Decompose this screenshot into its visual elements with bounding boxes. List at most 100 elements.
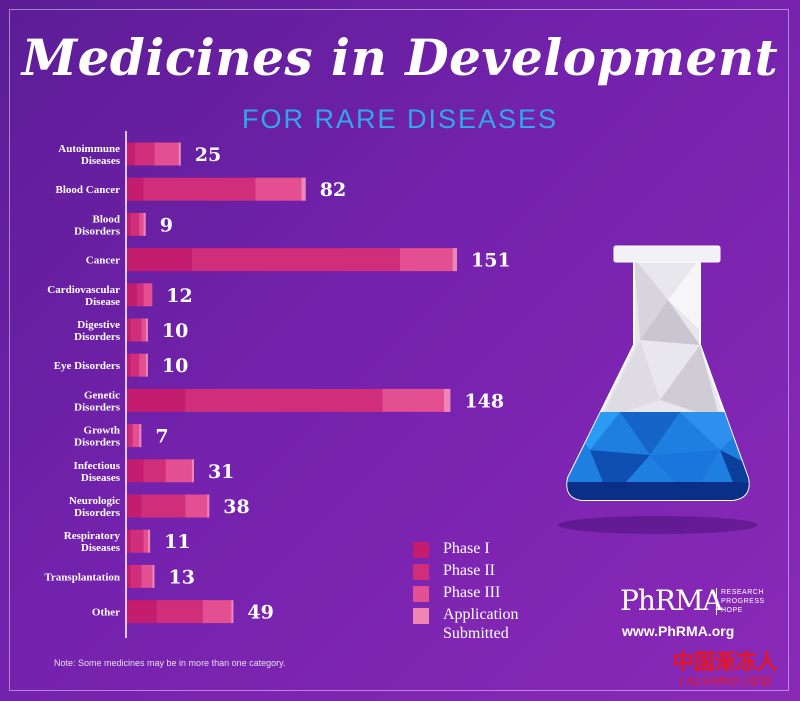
value-label-genetic-disorders: 148 bbox=[464, 390, 504, 412]
bar-transplantation-series-1 bbox=[130, 564, 142, 588]
bar-cardiovascular-disease-series-2 bbox=[143, 283, 153, 307]
website-url: www.PhRMA.org bbox=[622, 623, 735, 639]
bar-infectious-diseases-series-3 bbox=[191, 459, 194, 483]
category-label-respiratory-diseases: Respiratory Diseases bbox=[64, 530, 121, 554]
bar-autoimmune-diseases-series-2 bbox=[154, 142, 179, 166]
bar-cardiovascular-disease-series-0 bbox=[126, 283, 137, 307]
legend-label-0: Phase I bbox=[443, 540, 490, 557]
chart-title: Medicines in Development bbox=[21, 28, 779, 87]
bar-autoimmune-diseases-series-0 bbox=[126, 142, 135, 166]
value-label-growth-disorders: 7 bbox=[155, 426, 168, 448]
bar-genetic-disorders-series-3 bbox=[443, 388, 451, 412]
bar-growth-disorders-series-3 bbox=[139, 424, 142, 448]
value-label-infectious-diseases: 31 bbox=[208, 461, 234, 483]
bar-other-series-0 bbox=[126, 600, 157, 624]
category-label-eye-disorders: Eye Disorders bbox=[54, 360, 121, 372]
bar-eye-disorders-series-3 bbox=[145, 353, 148, 377]
bar-growth-disorders-series-0 bbox=[126, 424, 129, 448]
bar-digestive-disorders-series-1 bbox=[130, 318, 142, 342]
bar-transplantation-series-0 bbox=[126, 564, 131, 588]
category-label-blood-disorders: Blood Disorders bbox=[74, 213, 121, 237]
logo-name: PhRMA bbox=[620, 584, 723, 617]
bar-transplantation-series-3 bbox=[152, 564, 155, 588]
border-frame bbox=[9, 9, 789, 691]
bar-digestive-disorders-series-0 bbox=[126, 318, 131, 342]
bar-neurologic-disorders-series-0 bbox=[126, 494, 142, 518]
bar-blood-disorders-series-1 bbox=[130, 212, 140, 236]
value-label-blood-cancer: 82 bbox=[320, 179, 346, 201]
bar-genetic-disorders-series-1 bbox=[185, 388, 383, 412]
bar-eye-disorders-series-1 bbox=[130, 353, 140, 377]
logo-tagline-2: PROGRESS bbox=[721, 598, 765, 605]
legend-swatch-1 bbox=[413, 564, 429, 580]
category-label-infectious-diseases: Infectious Diseases bbox=[74, 460, 121, 484]
bar-respiratory-diseases-series-1 bbox=[130, 529, 144, 553]
bar-other-series-3 bbox=[231, 600, 234, 624]
category-label-other: Other bbox=[92, 607, 120, 619]
legend-swatch-3 bbox=[413, 608, 429, 624]
bar-genetic-disorders-series-0 bbox=[126, 388, 186, 412]
bar-growth-disorders-series-1 bbox=[128, 424, 133, 448]
bar-other-series-1 bbox=[156, 600, 203, 624]
bar-infectious-diseases-series-2 bbox=[165, 459, 192, 483]
bar-blood-disorders-series-2 bbox=[139, 212, 144, 236]
bar-genetic-disorders-series-2 bbox=[382, 388, 444, 412]
bar-digestive-disorders-series-2 bbox=[141, 318, 146, 342]
bar-blood-cancer-series-2 bbox=[255, 177, 302, 201]
legend-swatch-0 bbox=[413, 542, 429, 558]
bar-respiratory-diseases-series-0 bbox=[126, 529, 131, 553]
bar-blood-cancer-series-1 bbox=[143, 177, 256, 201]
bar-eye-disorders-series-0 bbox=[126, 353, 131, 377]
flask-facets bbox=[600, 258, 720, 420]
category-label-digestive-disorders: Digestive Disorders bbox=[74, 319, 121, 343]
value-label-other: 49 bbox=[247, 602, 273, 624]
category-label-transplantation: Transplantation bbox=[44, 571, 120, 583]
legend-label-3: Application Submitted bbox=[443, 606, 519, 642]
chart-subtitle: FOR RARE DISEASES bbox=[241, 104, 559, 134]
category-label-autoimmune-diseases: Autoimmune Diseases bbox=[58, 143, 120, 167]
logo-tagline-3: HOPE bbox=[721, 607, 743, 614]
phrma-logo: PhRMA RESEARCH PROGRESS HOPE bbox=[620, 584, 764, 617]
bar-other-series-2 bbox=[202, 600, 232, 624]
value-label-autoimmune-diseases: 25 bbox=[195, 144, 221, 166]
value-label-digestive-disorders: 10 bbox=[162, 320, 188, 342]
bar-eye-disorders-series-2 bbox=[139, 353, 146, 377]
bar-infectious-diseases-series-1 bbox=[143, 459, 166, 483]
bar-blood-cancer-series-0 bbox=[126, 177, 144, 201]
category-label-cancer: Cancer bbox=[86, 255, 120, 267]
category-label-blood-cancer: Blood Cancer bbox=[56, 184, 121, 196]
bar-autoimmune-diseases-series-3 bbox=[178, 142, 181, 166]
value-label-transplantation: 13 bbox=[168, 566, 194, 588]
category-label-neurologic-disorders: Neurologic Disorders bbox=[69, 495, 121, 519]
value-label-cardiovascular-disease: 12 bbox=[166, 285, 192, 307]
bar-cardiovascular-disease-series-1 bbox=[136, 283, 144, 307]
legend-swatch-2 bbox=[413, 586, 429, 602]
bar-autoimmune-diseases-series-1 bbox=[134, 142, 155, 166]
bar-respiratory-diseases-series-2 bbox=[143, 529, 148, 553]
bar-cancer-series-2 bbox=[400, 248, 453, 272]
bar-blood-cancer-series-3 bbox=[301, 177, 306, 201]
legend-label-1: Phase II bbox=[443, 562, 495, 579]
logo-tagline-1: RESEARCH bbox=[721, 589, 764, 596]
watermark: 中国渐冻人 ( ALS/MND )论坛 bbox=[655, 650, 795, 688]
value-label-neurologic-disorders: 38 bbox=[223, 496, 249, 518]
legend-label-2: Phase III bbox=[443, 584, 501, 601]
bar-neurologic-disorders-series-1 bbox=[141, 494, 186, 518]
bar-cancer-series-0 bbox=[126, 248, 192, 272]
value-label-respiratory-diseases: 11 bbox=[164, 531, 190, 553]
value-label-cancer: 151 bbox=[471, 250, 511, 272]
bar-blood-disorders-series-0 bbox=[126, 212, 131, 236]
bar-transplantation-series-2 bbox=[141, 564, 153, 588]
bar-neurologic-disorders-series-2 bbox=[185, 494, 208, 518]
footnote: Note: Some medicines may be in more than… bbox=[54, 658, 286, 668]
value-label-blood-disorders: 9 bbox=[160, 214, 173, 236]
logo-tagline: RESEARCH PROGRESS HOPE bbox=[716, 588, 765, 615]
watermark-chinese: 中国渐冻人 bbox=[672, 650, 778, 674]
watermark-sub: ( ALS/MND )论坛 bbox=[679, 674, 771, 688]
bar-blood-disorders-series-3 bbox=[143, 212, 146, 236]
category-label-growth-disorders: Growth Disorders bbox=[74, 425, 121, 449]
bar-respiratory-diseases-series-3 bbox=[147, 529, 151, 553]
